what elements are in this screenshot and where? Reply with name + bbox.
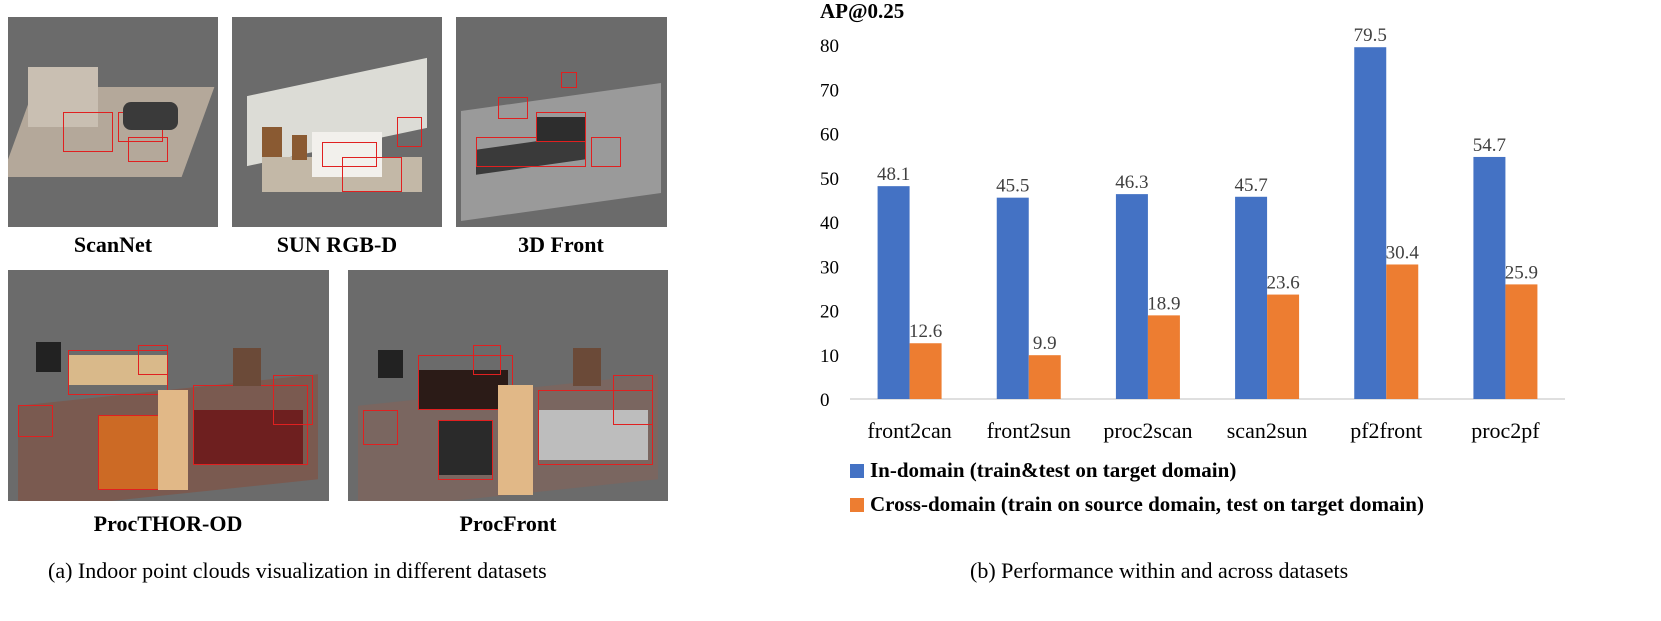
- procfront-image: [348, 270, 668, 501]
- y-tick-label: 40: [820, 213, 839, 234]
- left-caption: (a) Indoor point clouds visualization in…: [48, 558, 547, 583]
- bar-in-domain: [877, 186, 910, 399]
- y-tick-label: 80: [820, 36, 839, 57]
- y-tick-label: 70: [820, 80, 839, 101]
- bar-cross-domain: [1505, 284, 1538, 399]
- bar-cross-domain: [1267, 294, 1300, 399]
- y-tick-label: 0: [820, 390, 830, 411]
- y-tick-label: 60: [820, 125, 839, 146]
- legend-label: Cross-domain (train on source domain, te…: [870, 492, 1424, 516]
- bar-in-domain: [1354, 47, 1387, 400]
- x-tick-label: scan2sun: [1227, 418, 1308, 443]
- y-tick-label: 30: [820, 257, 839, 278]
- data-label: 25.9: [1505, 262, 1538, 283]
- right-caption: (b) Performance within and across datase…: [970, 558, 1349, 583]
- legend-label: In-domain (train&test on target domain): [870, 458, 1236, 482]
- data-label: 79.5: [1354, 25, 1387, 46]
- panel-label-procfront: ProcFront: [459, 511, 557, 536]
- bar-in-domain: [1473, 156, 1506, 399]
- data-label: 12.6: [909, 321, 942, 342]
- data-label: 45.5: [996, 176, 1029, 197]
- bar-in-domain: [1235, 196, 1268, 399]
- legend-swatch: [850, 464, 864, 478]
- bar-cross-domain: [909, 343, 942, 399]
- bar-in-domain: [1115, 194, 1148, 399]
- data-label: 18.9: [1147, 293, 1180, 314]
- data-label: 46.3: [1115, 172, 1148, 193]
- x-tick-label: front2sun: [987, 418, 1071, 443]
- x-tick-label: pf2front: [1350, 418, 1422, 443]
- procthor-od-image: [8, 270, 329, 501]
- performance-bar-chart: AP@0.25 0 10 20 30 40 50 60 70 80 48.1 12.6 front2ca…: [820, 0, 1565, 516]
- y-axis-title: AP@0.25: [820, 0, 904, 23]
- data-label: 9.9: [1033, 333, 1057, 354]
- y-tick-label: 50: [820, 169, 839, 190]
- panel-label-3dfront: 3D Front: [518, 232, 604, 257]
- bar-in-domain: [996, 197, 1029, 399]
- data-label: 23.6: [1266, 273, 1299, 294]
- legend-swatch: [850, 498, 864, 512]
- data-label: 48.1: [877, 164, 910, 185]
- y-tick-label: 20: [820, 302, 839, 323]
- x-tick-label: proc2pf: [1471, 418, 1540, 443]
- bar-cross-domain: [1028, 355, 1061, 399]
- panel-label-sunrgbd: SUN RGB-D: [276, 232, 398, 257]
- scannet-image: [8, 17, 218, 227]
- x-tick-label: proc2scan: [1103, 418, 1192, 443]
- bar-cross-domain: [1147, 315, 1180, 399]
- 3dfront-image: [456, 17, 667, 227]
- panel-label-scannet: ScanNet: [73, 232, 153, 257]
- panel-label-procthor-od: ProcTHOR-OD: [93, 511, 243, 536]
- data-label: 30.4: [1386, 242, 1420, 263]
- data-label: 45.7: [1234, 175, 1267, 196]
- x-tick-label: front2can: [867, 418, 951, 443]
- data-label: 54.7: [1473, 135, 1506, 156]
- bar-cross-domain: [1386, 264, 1419, 399]
- sunrgbd-image: [232, 17, 442, 227]
- y-tick-label: 10: [820, 346, 839, 367]
